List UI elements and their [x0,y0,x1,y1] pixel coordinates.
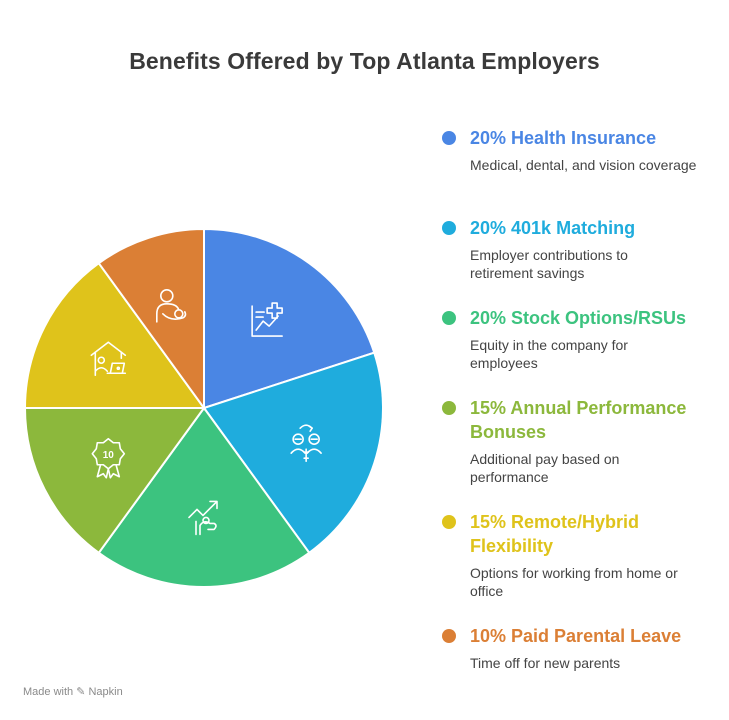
legend-title: 20% 401k Matching [470,218,636,238]
pie-slice [97,227,205,412]
legend-title: 15% Remote/Hybrid Flexibility [470,512,640,556]
health-chart-icon [251,302,283,337]
growth-hand-icon [188,500,218,536]
exchange-icon [290,424,322,462]
napkin-credit: Made with ✎ Napkin [23,686,123,698]
legend-dot [442,311,456,325]
legend-dot [442,515,456,529]
legend-description: Equity in the company for employees [470,337,628,371]
legend-dot [442,629,456,643]
pie-slice [23,407,206,555]
pie-slice [202,351,384,555]
legend-title: 20% Health Insurance [470,128,657,148]
pie-slice [203,227,376,410]
pie-slice [97,406,311,588]
chart-title: Benefits Offered by Top Atlanta Employer… [129,48,600,74]
pie-slice [23,261,206,409]
legend-description: Medical, dental, and vision coverage [470,157,697,173]
legend-description: Additional pay based on performance [470,451,620,485]
legend-description: Options for working from home or office [470,565,678,599]
legend-title: 20% Stock Options/RSUs [470,308,687,328]
home-laptop-icon [90,341,127,377]
svg-text:10: 10 [103,450,115,461]
legend-dot [442,221,456,235]
legend-dot [442,401,456,415]
legend-dot [442,131,456,145]
award-ribbon-icon: 10 [91,437,126,479]
parent-baby-icon [156,289,187,323]
legend-description: Employer contributions to retirement sav… [470,247,628,281]
legend-title: 10% Paid Parental Leave [470,626,682,646]
legend-title: 15% Annual Performance Bonuses [470,398,687,442]
legend-description: Time off for new parents [470,655,621,671]
